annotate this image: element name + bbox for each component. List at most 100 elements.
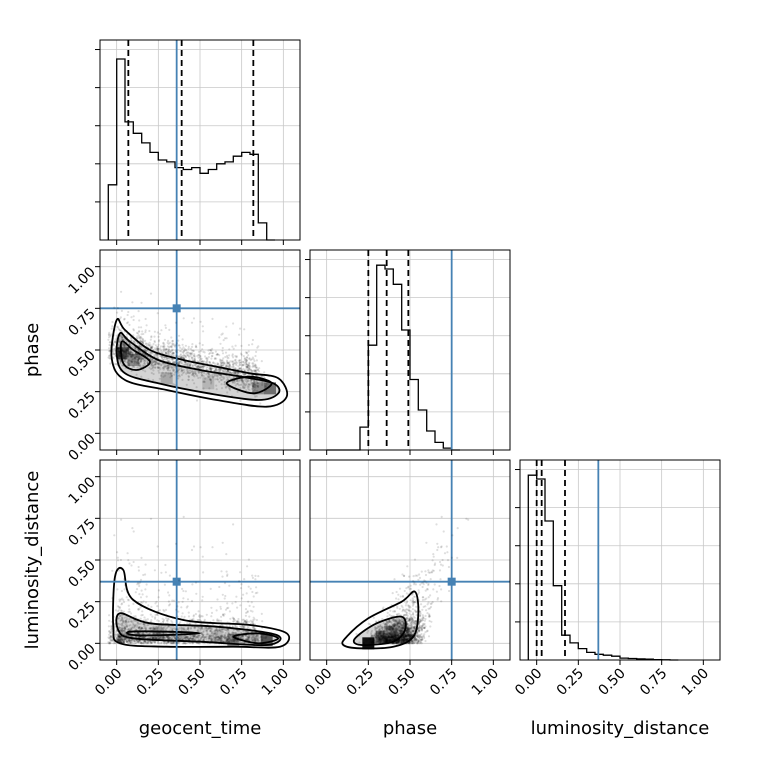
- scatter-point: [211, 318, 213, 320]
- scatter-point: [156, 605, 158, 607]
- scatter-point: [194, 360, 196, 362]
- scatter-point: [254, 355, 256, 357]
- scatter-point: [151, 631, 153, 633]
- scatter-point: [128, 599, 130, 601]
- scatter-point: [238, 636, 240, 638]
- scatter-point: [109, 350, 111, 352]
- scatter-point: [141, 341, 143, 343]
- scatter-point: [219, 629, 221, 631]
- scatter-point: [221, 360, 223, 362]
- scatter-point: [228, 376, 230, 378]
- scatter-point: [157, 545, 159, 547]
- scatter-point: [247, 601, 249, 603]
- scatter-point: [119, 318, 121, 320]
- scatter-point: [157, 331, 159, 333]
- scatter-point: [236, 620, 238, 622]
- scatter-point: [246, 565, 248, 567]
- scatter-point: [191, 638, 193, 640]
- scatter-point: [123, 611, 125, 613]
- scatter-point: [194, 368, 196, 370]
- scatter-point: [197, 377, 199, 379]
- scatter-point: [235, 345, 237, 347]
- scatter-point: [140, 326, 142, 328]
- scatter-point: [122, 642, 124, 644]
- scatter-point: [111, 639, 113, 641]
- scatter-point: [223, 641, 225, 643]
- scatter-point: [134, 343, 136, 345]
- scatter-point: [247, 376, 249, 378]
- scatter-point: [178, 579, 180, 581]
- scatter-point: [145, 318, 147, 320]
- scatter-point: [425, 542, 427, 544]
- scatter-point: [265, 388, 267, 390]
- scatter-point: [169, 603, 171, 605]
- scatter-point: [111, 328, 113, 330]
- scatter-point: [157, 370, 159, 372]
- scatter-point: [149, 354, 151, 356]
- scatter-point: [150, 335, 152, 337]
- scatter-point: [159, 632, 161, 634]
- scatter-point: [245, 615, 247, 617]
- scatter-point: [109, 363, 111, 365]
- scatter-point: [156, 628, 158, 630]
- scatter-point: [121, 616, 123, 618]
- scatter-point: [232, 639, 234, 641]
- scatter-point: [187, 348, 189, 350]
- scatter-point: [172, 370, 174, 372]
- scatter-point: [187, 640, 189, 642]
- scatter-point: [178, 335, 180, 337]
- scatter-point: [145, 620, 147, 622]
- scatter-point: [114, 633, 116, 635]
- scatter-point: [121, 622, 123, 624]
- scatter-point: [253, 393, 255, 395]
- scatter-point: [150, 346, 152, 348]
- scatter-point: [143, 362, 145, 364]
- scatter-point: [111, 356, 113, 358]
- scatter-point: [252, 627, 254, 629]
- scatter-point: [237, 642, 239, 644]
- scatter-point: [259, 633, 261, 635]
- scatter-point: [234, 387, 236, 389]
- scatter-point: [209, 627, 211, 629]
- scatter-point: [185, 642, 187, 644]
- scatter-point: [248, 386, 250, 388]
- scatter-point: [208, 364, 210, 366]
- scatter-point: [206, 642, 208, 644]
- scatter-point: [222, 352, 224, 354]
- scatter-point: [175, 354, 177, 356]
- scatter-point: [107, 339, 109, 341]
- scatter-point: [182, 618, 184, 620]
- scatter-point: [138, 310, 140, 312]
- scatter-point: [178, 345, 180, 347]
- scatter-point: [147, 642, 149, 644]
- x-tick-label: 0.50: [385, 666, 418, 699]
- scatter-point: [132, 642, 134, 644]
- scatter-point: [264, 377, 266, 379]
- scatter-point: [228, 371, 230, 373]
- scatter-point: [189, 634, 191, 636]
- scatter-point: [203, 360, 205, 362]
- scatter-point: [237, 391, 239, 393]
- scatter-point: [132, 334, 134, 336]
- scatter-point: [165, 630, 167, 632]
- scatter-point: [207, 366, 209, 368]
- scatter-point: [131, 621, 133, 623]
- scatter-point: [113, 637, 115, 639]
- scatter-point: [119, 335, 121, 337]
- scatter-point: [147, 363, 149, 365]
- scatter-point: [215, 640, 217, 642]
- scatter-point: [254, 578, 256, 580]
- scatter-point: [255, 586, 257, 588]
- scatter-point: [127, 366, 129, 368]
- scatter-point: [250, 623, 252, 625]
- scatter-point: [121, 327, 123, 329]
- scatter-point: [256, 359, 258, 361]
- scatter-point: [121, 602, 123, 604]
- scatter-point: [196, 399, 198, 401]
- scatter-point: [256, 639, 258, 641]
- scatter-point: [436, 543, 438, 545]
- scatter-point: [397, 602, 399, 604]
- scatter-point: [113, 629, 115, 631]
- scatter-point: [138, 330, 140, 332]
- scatter-point: [175, 629, 177, 631]
